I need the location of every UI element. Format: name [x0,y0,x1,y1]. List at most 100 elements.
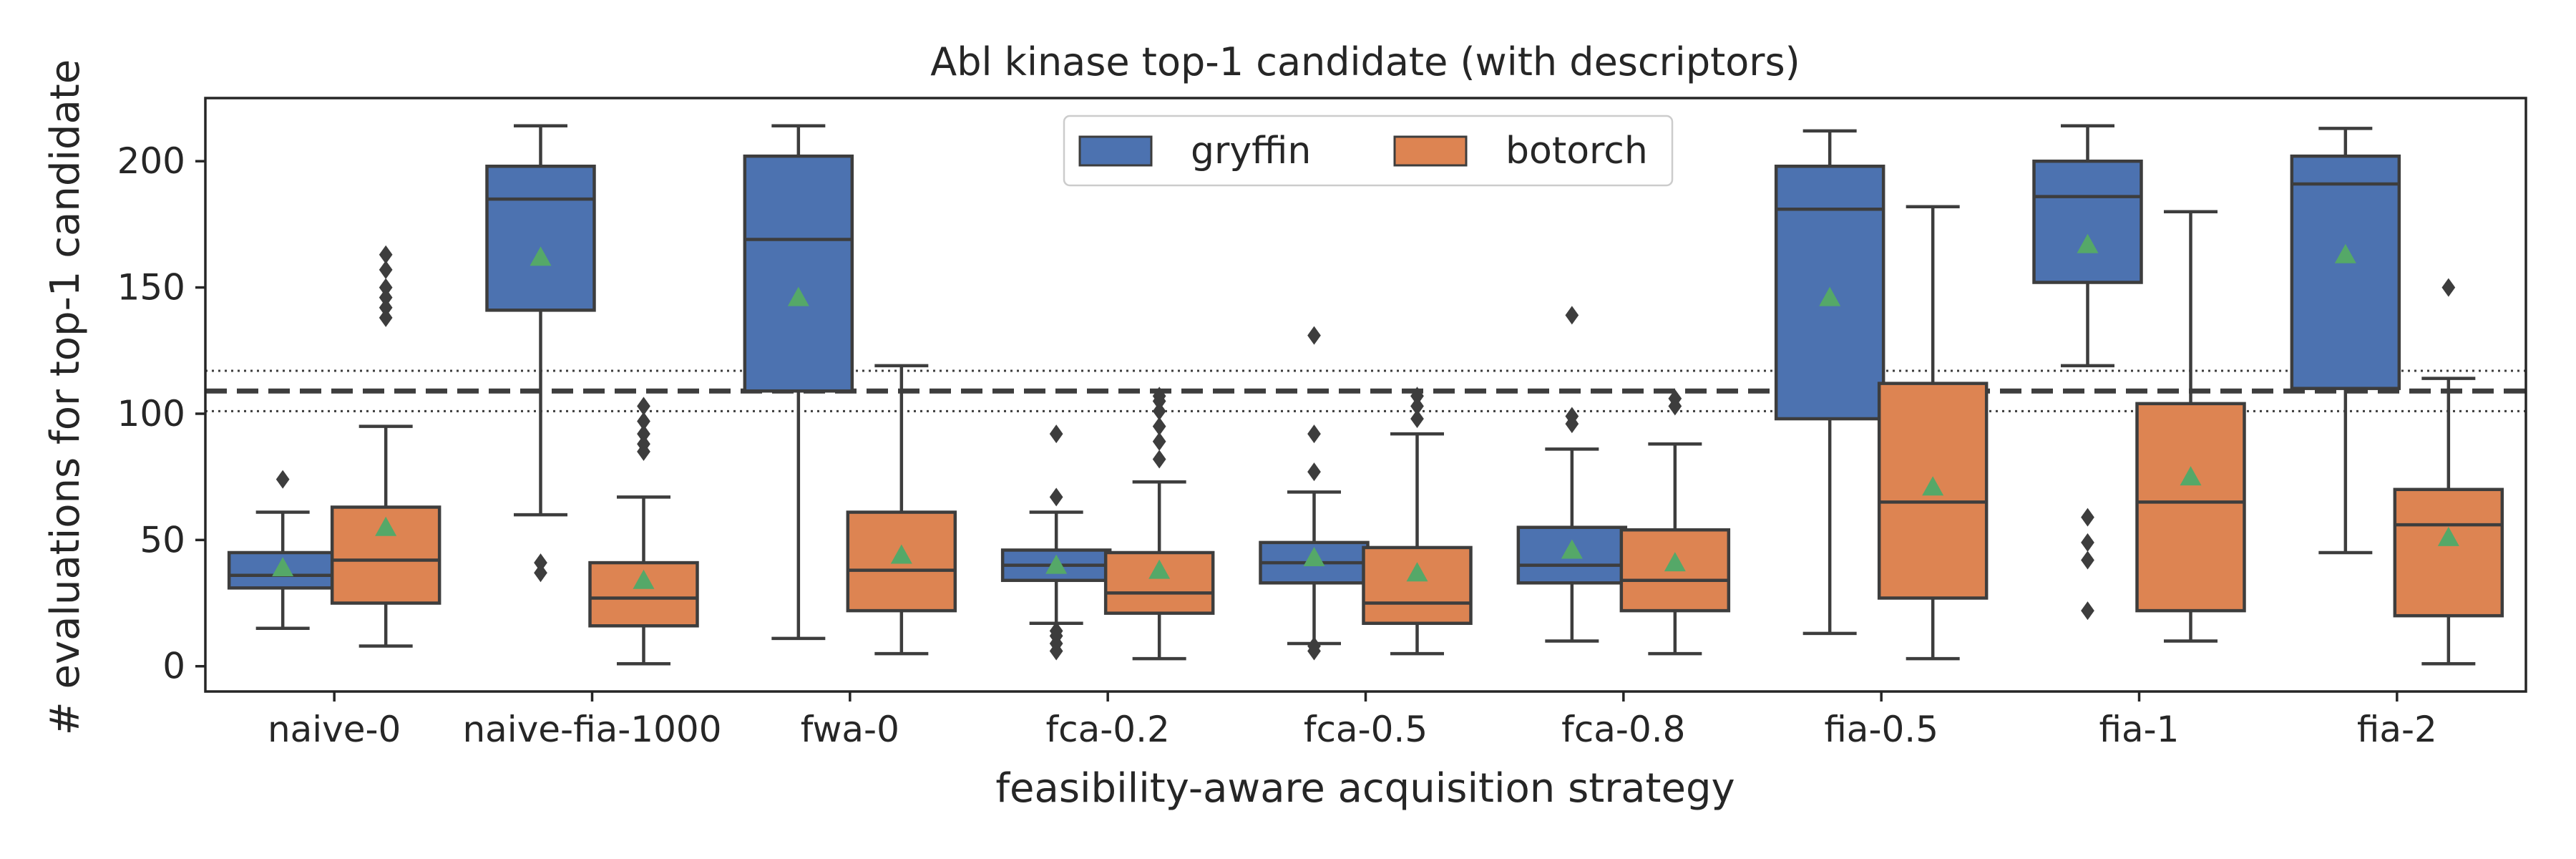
outlier-point [1565,407,1579,426]
plot-area: 0 50 100 150 200 naive-0 naive-fia-1000 fwa-0 fc… [117,97,2527,750]
x-tick-label: fwa-0 [801,709,899,750]
mean-marker [633,569,655,589]
outlier-point [1152,432,1166,451]
mean-marker [1303,547,1325,567]
legend: gryffin botorch [1063,115,1674,187]
box-botorch-fia-2 [2393,278,2504,666]
mean-marker [1148,559,1171,579]
legend-swatch-gryffin [1078,135,1153,167]
x-tick-label: fca-0.2 [1046,709,1170,750]
box-botorch-fia-0.5 [1877,205,1989,661]
y-tick-label: 200 [117,140,185,182]
outlier-point [1152,387,1166,406]
outlier-point [637,424,650,444]
outlier-point [379,298,393,317]
x-axis-label: feasibility-aware acquisition strategy [995,765,1735,812]
x-tick-label: fca-0.8 [1561,709,1685,750]
mean-marker [530,246,552,266]
box-gryffin-fwa-0 [743,124,854,641]
outlier-point [379,308,393,327]
x-tick-label: fia-1 [2099,709,2180,750]
y-axis-label: # evaluations for top-1 candidate [42,59,89,735]
outlier-point [2081,601,2094,621]
box-iqr [743,154,854,393]
y-tick-label: 0 [162,646,185,687]
mean-marker [2180,466,2202,486]
box-iqr [2135,402,2246,613]
outlier-point [2081,508,2094,527]
mean-marker [272,557,294,577]
outlier-point [1152,402,1166,421]
mean-marker [1045,554,1068,574]
outlier-point [534,553,547,573]
chart-title: Abl kinase top-1 candidate (with descrip… [930,39,1800,84]
outlier-point [1152,450,1166,469]
outlier-point [379,245,393,264]
legend-frame [1063,115,1674,187]
y-tick-label: 50 [140,519,185,560]
x-tick-label: fia-2 [2357,709,2437,750]
outlier-point [1307,326,1321,345]
box-iqr [2393,487,2504,618]
box-gryffin-fia-2 [2290,127,2401,555]
mean-marker [1561,539,1583,559]
mean-marker [1819,286,1841,306]
mean-marker [890,544,912,564]
outlier-point [534,563,547,583]
y-tick-label: 150 [117,267,185,309]
mean-marker [787,286,809,306]
outlier-point [1565,306,1579,325]
box-botorch-fca-0.5 [1362,387,1473,656]
legend-label-gryffin: gryffin [1191,130,1311,173]
y-tick-label: 100 [117,393,185,435]
x-tick-label: naive-0 [268,709,401,750]
mean-marker [2437,526,2459,546]
box-gryffin-naive-fia-1000 [485,124,596,583]
box-botorch-naive-fia-1000 [588,397,699,666]
mean-marker [2334,243,2356,263]
outlier-point [1307,424,1321,444]
box-gryffin-fia-1 [2032,124,2143,621]
box-gryffin-fca-0.8 [1516,306,1628,643]
outlier-point [379,278,393,297]
outlier-point [379,288,393,307]
mean-marker [1406,562,1428,582]
outlier-point [1307,636,1321,656]
legend-label-botorch: botorch [1506,130,1648,173]
outlier-point [1049,424,1063,444]
box-iqr [2032,159,2143,284]
box-iqr [485,164,596,312]
outlier-point [1049,621,1063,641]
outlier-point [2081,533,2094,552]
outlier-point [1410,409,1424,429]
box-botorch-fia-1 [2135,210,2246,643]
outlier-point [1668,389,1682,408]
box-botorch-fca-0.8 [1619,389,1731,656]
outlier-point [637,397,650,416]
outlier-point [1049,487,1063,507]
box-iqr [2290,154,2401,390]
box-gryffin-fia-0.5 [1774,129,1885,636]
mean-marker [375,516,397,536]
outlier-point [2441,278,2456,297]
outlier-point [637,435,650,454]
outlier-point [1410,387,1424,406]
box-gryffin-fca-0.5 [1259,326,1370,661]
outlier-point [637,412,650,431]
mean-marker [2077,233,2099,253]
x-tick-label: fia-0.5 [1824,709,1938,750]
outlier-point [1410,397,1424,416]
box-iqr [1362,545,1473,626]
outlier-point [275,470,290,489]
outlier-point [1152,417,1166,436]
box-botorch-fwa-0 [846,364,957,656]
box-botorch-fca-0.2 [1103,387,1215,661]
x-tick-label: fca-0.5 [1304,709,1428,750]
outlier-point [1307,462,1321,482]
x-tick-label: naive-fia-1000 [462,709,721,750]
outlier-point [2081,550,2094,570]
mean-marker [1922,476,1944,496]
box-gryffin-naive-0 [227,470,338,631]
box-iqr [1516,525,1628,585]
